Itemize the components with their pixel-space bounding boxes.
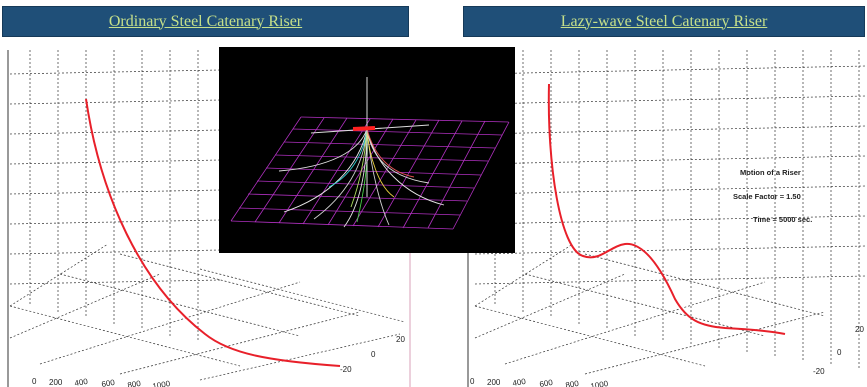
right-x-ticks: 0 200 400 600 800 1000: [470, 377, 609, 387]
left-grid: [9, 50, 406, 381]
right-title-bar: Lazy-wave Steel Catenary Riser: [463, 6, 865, 37]
svg-text:800: 800: [127, 379, 142, 387]
svg-text:600: 600: [101, 378, 116, 387]
left-riser-curve: [85, 98, 341, 367]
svg-text:0: 0: [32, 377, 37, 386]
svg-text:200: 200: [487, 378, 501, 387]
svg-text:200: 200: [49, 378, 63, 387]
left-y-ticks: 20 0 -20: [340, 335, 405, 374]
svg-text:Scale Factor = 1.50: Scale Factor = 1.50: [733, 192, 801, 201]
right-riser-curve: [547, 83, 786, 335]
left-title-bar: Ordinary Steel Catenary Riser: [2, 6, 409, 37]
svg-text:20: 20: [855, 325, 864, 334]
svg-text:600: 600: [539, 378, 554, 387]
right-grid: [474, 50, 866, 375]
vessel-marker: [352, 126, 376, 131]
riser-motion-render: [219, 47, 515, 253]
svg-text:0: 0: [837, 348, 842, 357]
svg-text:400: 400: [74, 377, 89, 387]
svg-text:800: 800: [565, 379, 580, 387]
svg-text:-20: -20: [813, 367, 825, 376]
svg-text:0: 0: [371, 350, 376, 359]
svg-text:20: 20: [396, 335, 405, 344]
lazy-wave-scr-link[interactable]: Lazy-wave Steel Catenary Riser: [560, 12, 768, 30]
svg-text:0: 0: [470, 377, 475, 386]
right-y-ticks: 20 0 -20: [813, 325, 864, 376]
ordinary-scr-link[interactable]: Ordinary Steel Catenary Riser: [108, 12, 303, 30]
svg-text:-20: -20: [340, 365, 352, 374]
riser-annotation: Motion of a Riser Scale Factor = 1.50 Ti…: [733, 168, 812, 224]
left-x-ticks: 0 200 400 600 800 1000: [32, 377, 171, 387]
svg-text:1000: 1000: [590, 379, 610, 387]
svg-text:Time = 5000 sec.: Time = 5000 sec.: [753, 215, 812, 224]
right-riser-plot: Motion of a Riser Scale Factor = 1.50 Ti…: [465, 44, 867, 387]
svg-text:400: 400: [512, 377, 527, 387]
svg-text:1000: 1000: [152, 379, 172, 387]
svg-text:Motion of a Riser: Motion of a Riser: [740, 168, 801, 177]
seabed-grid: [230, 116, 510, 230]
